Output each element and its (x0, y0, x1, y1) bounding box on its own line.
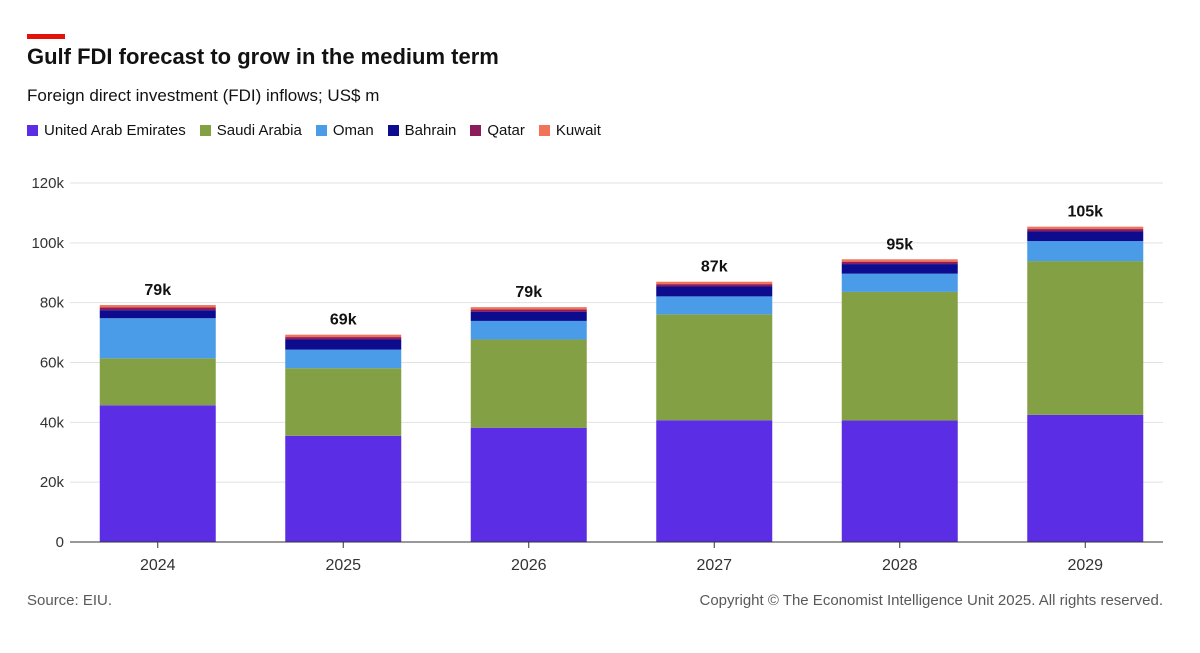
y-tick-label: 120k (31, 175, 64, 192)
bar-segment-qatar-2027 (656, 284, 773, 287)
legend-label: Qatar (487, 122, 525, 139)
total-label: 69k (330, 312, 357, 329)
bar-segment-saudi-arabia-2029 (1027, 261, 1144, 415)
bar-segment-united-arab-emirates-2025 (285, 435, 402, 542)
bar-segment-bahrain-2025 (285, 339, 402, 350)
legend-label: Bahrain (404, 122, 457, 139)
bar-segment-kuwait-2029 (1027, 226, 1144, 230)
y-tick-label: 0 (56, 534, 64, 551)
legend-swatch (538, 125, 550, 136)
total-label: 79k (144, 282, 171, 299)
total-label: 95k (886, 236, 913, 253)
x-tick-label: 2025 (325, 557, 361, 574)
bar-segment-united-arab-emirates-2028 (841, 420, 958, 542)
accent-bar (27, 34, 65, 39)
legend-label: Oman (332, 122, 374, 139)
legend-swatch (27, 125, 38, 136)
y-tick-label: 40k (40, 414, 65, 431)
bar-segment-qatar-2024 (99, 307, 216, 311)
legend-item-united-arab-emirates: United Arab Emirates (27, 122, 186, 139)
copyright-note: Copyright © The Economist Intelligence U… (699, 592, 1163, 609)
bar-segment-qatar-2028 (841, 261, 958, 265)
x-tick-label: 2024 (140, 557, 176, 574)
bar-segment-kuwait-2025 (285, 334, 402, 338)
x-tick-label: 2026 (511, 557, 547, 574)
legend-item-kuwait: Kuwait (538, 122, 601, 139)
bar-segment-qatar-2029 (1027, 229, 1144, 232)
legend-swatch (387, 125, 399, 136)
bar-segment-saudi-arabia-2026 (470, 339, 587, 428)
x-tick-label: 2027 (696, 557, 732, 574)
legend-item-oman: Oman (315, 122, 374, 139)
bar-segment-bahrain-2028 (841, 264, 958, 274)
bar-segment-united-arab-emirates-2027 (656, 420, 773, 542)
legend-swatch (470, 125, 482, 136)
bar-segment-oman-2025 (285, 349, 402, 369)
bar-segment-oman-2026 (470, 320, 587, 340)
bar-segment-oman-2029 (1027, 241, 1144, 262)
bar-segment-saudi-arabia-2024 (99, 358, 216, 406)
total-label: 87k (701, 259, 728, 276)
y-tick-label: 80k (40, 295, 65, 312)
bar-segment-united-arab-emirates-2029 (1027, 414, 1144, 542)
y-tick-label: 20k (40, 474, 65, 491)
legend-label: United Arab Emirates (44, 122, 186, 139)
legend: United Arab Emirates Saudi Arabia Oman Bahr… (27, 122, 601, 139)
total-label: 105k (1067, 204, 1103, 221)
bar-segment-united-arab-emirates-2026 (470, 427, 587, 542)
legend-label: Kuwait (555, 122, 601, 139)
bar-segment-kuwait-2027 (656, 281, 773, 285)
total-label: 79k (515, 284, 542, 301)
x-tick-label: 2029 (1067, 557, 1103, 574)
bar-segment-qatar-2025 (285, 337, 402, 340)
y-tick-label: 60k (40, 355, 65, 372)
bar-segment-bahrain-2029 (1027, 231, 1144, 242)
bar-segment-saudi-arabia-2027 (656, 314, 773, 421)
bar-segment-kuwait-2024 (99, 305, 216, 308)
legend-item-saudi-arabia: Saudi Arabia (199, 122, 302, 139)
bar-segment-bahrain-2026 (470, 311, 587, 321)
bar-segment-bahrain-2027 (656, 286, 773, 297)
y-tick-label: 100k (31, 235, 64, 252)
bar-segment-saudi-arabia-2028 (841, 291, 958, 421)
bar-segment-saudi-arabia-2025 (285, 368, 402, 436)
x-tick-label: 2028 (882, 557, 918, 574)
bar-segment-qatar-2026 (470, 309, 587, 312)
bar-segment-bahrain-2024 (99, 310, 216, 319)
bar-segment-united-arab-emirates-2024 (99, 405, 216, 542)
bar-segment-oman-2028 (841, 273, 958, 292)
source-note: Source: EIU. (27, 592, 113, 609)
legend-item-bahrain: Bahrain (387, 122, 457, 139)
bar-segment-oman-2024 (99, 318, 216, 359)
chart-title: Gulf FDI forecast to grow in the medium … (27, 44, 499, 69)
chart-subtitle: Foreign direct investment (FDI) inflows;… (27, 86, 380, 105)
stacked-bar-chart: 0 20k 40k 60k 80k 100k 120k 79k 2024 69k 2025 79k 20… (31, 175, 1163, 574)
legend-swatch (315, 125, 327, 136)
legend-label: Saudi Arabia (216, 122, 302, 139)
bar-segment-oman-2027 (656, 296, 773, 315)
bar-segment-kuwait-2028 (841, 259, 958, 262)
legend-item-qatar: Qatar (470, 122, 525, 139)
legend-swatch (199, 125, 211, 136)
bar-segment-kuwait-2026 (470, 307, 587, 310)
